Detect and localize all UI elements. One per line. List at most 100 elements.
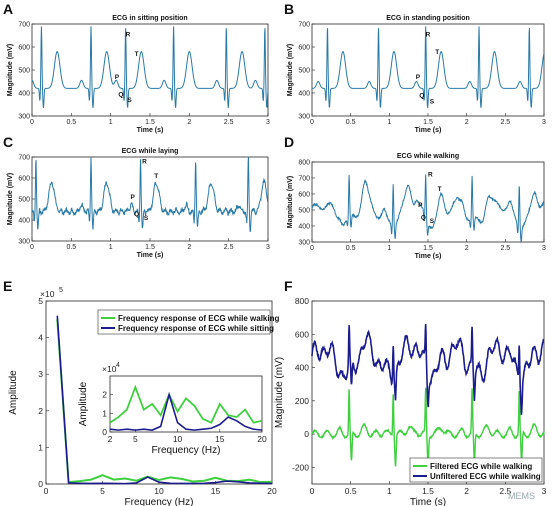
panel-label-d: D	[284, 134, 294, 150]
y-tick-label: 600	[18, 45, 30, 52]
x-tick-label: 0	[310, 486, 315, 496]
panel-label-f: F	[284, 278, 293, 294]
wave-annotation-s: S	[127, 97, 132, 104]
x-tick-label: 0	[310, 119, 314, 126]
x-tick-label: 0	[30, 244, 34, 251]
series-line-unfiltered	[311, 324, 545, 415]
wave-annotation-r: R	[142, 159, 147, 166]
wave-annotation-p: P	[131, 194, 136, 201]
x-tick-label: 2	[187, 119, 191, 126]
wave-annotation-t: T	[135, 51, 139, 58]
panel-label-b: B	[284, 1, 294, 17]
wave-annotation-p: P	[115, 74, 120, 81]
x-tick-label: 1.5	[422, 486, 434, 496]
y-tick-label: 500	[298, 68, 310, 75]
y-tick-label: 0	[304, 429, 309, 439]
y-tick-label: 800	[298, 160, 310, 167]
legend-box	[409, 457, 543, 483]
x-tick-label: 0.5	[346, 245, 356, 252]
plot-frame	[109, 375, 263, 433]
x-tick-label: 3	[266, 244, 270, 251]
inset-y-exponent-base: ×10	[102, 364, 117, 374]
y-tick-label: 400	[298, 91, 310, 98]
x-tick-label: 1	[109, 244, 113, 251]
x-tick-label: 2	[465, 245, 469, 252]
panel-label-a: A	[3, 1, 13, 17]
wave-annotation-p: P	[418, 202, 423, 209]
x-tick-label: 0	[44, 486, 49, 496]
ecg-series-line	[31, 26, 269, 108]
legend-label: Frequency response of ECG while sitting	[118, 324, 274, 333]
x-tick-label: 2.5	[499, 486, 511, 496]
y-tick-label: 500	[298, 208, 310, 215]
ecg-series-line	[311, 26, 545, 108]
x-tick-label: 10	[173, 434, 183, 444]
plot-frame	[31, 23, 269, 117]
inset-y-exponent-power: 4	[116, 362, 120, 369]
chart-panel-f: 0 0.5 1 1.5 2 2.5 3 -200 0 200 400 600 800 Time (s) Ma…	[274, 296, 547, 506]
x-tick-label: 2.5	[500, 245, 510, 252]
series-line-sitting	[56, 315, 273, 485]
x-tick-label: 3	[542, 486, 547, 496]
x-tick-label: 20	[267, 486, 277, 496]
x-tick-label: 1.5	[423, 119, 433, 126]
chart-title: ECG while walking	[397, 153, 459, 160]
x-axis-label: Time (s)	[137, 252, 164, 259]
ecg-series-line	[311, 174, 545, 244]
x-tick-label: 3	[266, 119, 270, 126]
x-tick-label: 2	[108, 434, 113, 444]
y-tick-label: -200	[292, 462, 309, 472]
legend-box	[97, 309, 271, 335]
chart-panel-b: 0 0.5 1 1.5 2 2.5 3 300 400 500 600 700 ECG in stand…	[287, 15, 546, 134]
y-tick-label: 400	[18, 218, 30, 225]
x-tick-label: 3	[542, 119, 546, 126]
wave-annotation-p: P	[416, 74, 421, 81]
y-tick-label: 700	[18, 155, 30, 162]
y-tick-label: 4	[38, 333, 43, 343]
panel-label-e: E	[3, 278, 12, 294]
x-tick-label: 15	[211, 486, 221, 496]
ecg-series-line	[31, 157, 269, 232]
wave-annotation-r: R	[126, 32, 131, 39]
y-tick-label: 200	[295, 396, 309, 406]
x-tick-label: 2.5	[224, 119, 234, 126]
x-tick-label: 2	[465, 119, 469, 126]
chart-panel-c: 0 0.5 1 1.5 2 2.5 3 300 400 500 600 700 ECG while la…	[7, 148, 270, 259]
y-tick-label: 5	[38, 296, 43, 306]
y-tick-label: 300	[18, 114, 30, 121]
y-tick-label: 300	[18, 239, 30, 246]
wave-annotation-r: R	[428, 171, 433, 178]
x-tick-label: 1.5	[423, 245, 433, 252]
y-tick-label: 400	[298, 224, 310, 231]
x-tick-label: 0.5	[345, 486, 357, 496]
wave-annotation-s: S	[144, 215, 149, 222]
wave-annotation-q: Q	[421, 215, 426, 222]
legend-label: Frequency response of ECG while walking	[118, 314, 279, 323]
y-tick-label: 600	[298, 192, 310, 199]
x-axis-label: Frequency (Hz)	[125, 497, 194, 506]
wave-annotation-s: S	[430, 218, 435, 225]
y-tick-label: 0	[38, 479, 43, 489]
wave-annotation-t: T	[154, 173, 158, 180]
x-axis-label: Time (s)	[415, 253, 442, 260]
inset-y-tick-label: 2	[102, 390, 107, 400]
wave-annotation-q: Q	[134, 211, 139, 218]
x-tick-label: 5	[100, 486, 105, 496]
y-exponent-power: 5	[59, 287, 63, 294]
chart-title: ECG while laying	[122, 148, 179, 155]
x-tick-label: 1	[387, 486, 392, 496]
y-tick-label: 800	[295, 296, 309, 306]
y-tick-label: 1	[38, 442, 43, 452]
x-axis-label: Time (s)	[415, 127, 442, 134]
x-tick-label: 2	[464, 486, 469, 496]
chart-title: ECG in standing position	[386, 15, 470, 22]
x-tick-label: 2.5	[500, 119, 510, 126]
panel-label-c: C	[3, 134, 13, 150]
inset-x-axis-label: Frequency (Hz)	[152, 445, 221, 456]
y-tick-label: 700	[298, 176, 310, 183]
wave-annotation-q: Q	[118, 91, 123, 98]
wave-annotation-s: S	[430, 98, 435, 105]
chart-panel-d: 0 0.5 1 1.5 2 2.5 3 300 400 500 600 700 800 ECG while…	[287, 153, 546, 260]
x-tick-label: 0	[30, 119, 34, 126]
